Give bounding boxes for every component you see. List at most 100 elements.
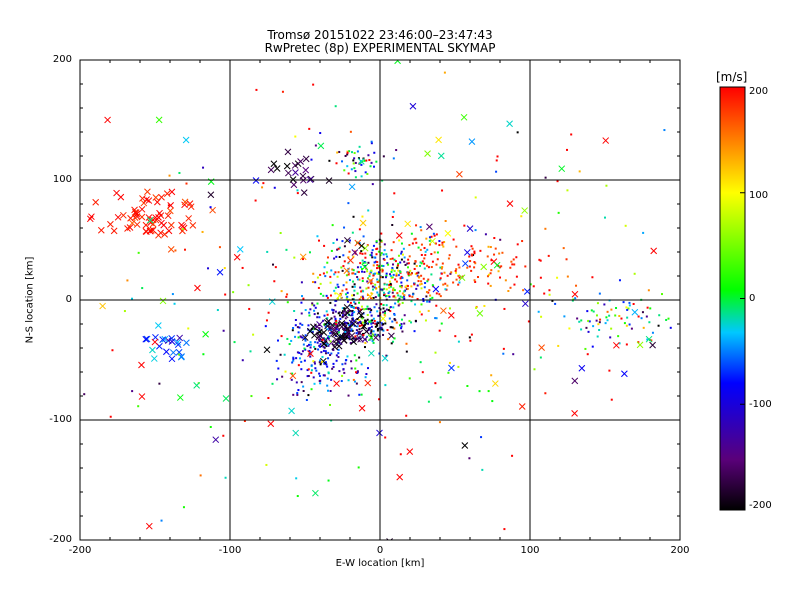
data-point-dot [400,250,403,253]
data-point-dot [300,312,303,315]
data-point-cross [613,341,620,349]
data-point-dot [421,260,424,263]
data-point-dot [358,328,361,331]
data-point-dot [371,288,374,291]
data-point-cross [174,341,182,349]
data-point-cross [168,355,176,363]
data-point-dot [292,359,295,362]
data-point-dot [423,257,426,260]
data-point-dot [455,268,458,271]
data-point-dot [340,380,343,383]
data-point-cross [176,334,184,342]
data-point-cross [333,336,340,344]
data-point-dot [587,330,590,333]
data-point-dot [337,355,340,358]
data-point-dot [414,260,417,263]
data-point-dot [439,278,442,281]
data-point-dot [274,266,277,269]
data-point-cross [182,136,190,144]
data-point-dot [419,283,422,286]
data-point-dot [331,367,334,370]
data-point-dot [417,271,420,274]
data-point-dot [358,320,361,323]
data-point-dot [430,253,433,256]
data-point-dot [332,362,335,365]
data-point-dot [476,276,479,279]
data-point-cross [145,197,153,204]
data-point-dot [304,309,307,312]
data-point-dot [337,247,340,250]
data-point-dot [376,327,379,330]
data-point-dot [381,288,384,291]
data-point-dot [359,252,362,255]
data-point-dot [329,390,332,393]
data-point-dot [474,229,477,232]
data-point-cross [631,308,639,316]
data-point-dot [376,321,379,324]
data-point-dot [370,314,373,317]
data-point-dot [327,479,330,482]
data-point-cross [571,410,578,417]
data-point-dot [322,374,325,377]
data-point-dot [371,249,374,252]
data-point-dot [361,295,364,298]
data-point-dot [222,329,225,332]
data-point-dot [376,291,379,294]
data-point-dot [473,266,476,269]
data-point-dot [404,263,407,266]
data-point-dot [409,273,412,276]
data-point-dot [295,477,298,480]
data-point-dot [319,273,322,276]
data-point-dot [351,337,354,340]
data-point-dot [317,348,320,351]
data-point-dot [497,270,500,273]
data-point-dot [267,397,270,400]
data-point-dot [457,283,460,286]
data-point-dot [329,275,332,278]
data-point-cross [325,177,333,184]
data-point-dot [284,370,287,373]
data-point-dot [415,265,418,268]
data-point-dot [388,295,391,298]
data-point-dot [428,239,431,242]
data-point-cross [395,232,403,239]
data-point-cross [288,407,295,415]
data-point-dot [383,249,386,252]
data-point-dot [388,286,391,289]
data-point-dot [393,318,396,321]
data-point-dot [286,293,289,296]
data-point-dot [375,240,378,243]
data-point-dot [410,285,413,288]
data-point-dot [403,297,406,300]
data-point-dot [391,257,394,260]
data-point-dot [350,360,353,363]
data-point-dot [390,276,393,279]
data-point-dot [642,326,645,329]
data-point-cross [128,219,136,227]
data-point-dot [356,278,359,281]
data-point-dot [304,339,307,342]
data-point-dot [428,236,431,239]
data-point-dot [408,319,411,322]
data-point-cross [336,292,343,300]
data-point-dot [354,335,357,338]
data-point-dot [300,281,303,284]
data-point-dot [392,241,395,244]
data-point-dot [423,247,426,250]
data-point-dot [334,286,337,289]
data-point-dot [378,327,381,330]
data-point-dot [428,289,431,292]
data-point-dot [394,302,397,305]
data-point-dot [393,192,396,195]
data-point-dot [388,280,391,283]
data-point-cross [379,315,387,323]
chart-title: Tromsø 20151022 23:46:00–23:47:43 [267,28,493,42]
data-point-dot [390,342,393,345]
data-point-dot [273,280,276,283]
data-point-dot [318,329,321,332]
data-point-dot [449,307,452,310]
data-point-cross [649,341,656,349]
data-point-dot [334,271,337,274]
data-point-dot [375,334,378,337]
data-point-dot [296,189,299,192]
